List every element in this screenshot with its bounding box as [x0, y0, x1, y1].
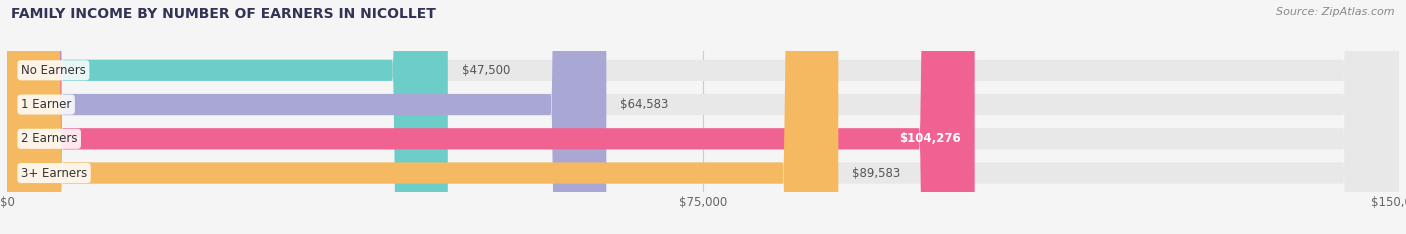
Text: 2 Earners: 2 Earners — [21, 132, 77, 145]
FancyBboxPatch shape — [7, 0, 838, 234]
Text: $89,583: $89,583 — [852, 167, 900, 179]
FancyBboxPatch shape — [7, 0, 447, 234]
FancyBboxPatch shape — [7, 0, 606, 234]
Text: 1 Earner: 1 Earner — [21, 98, 72, 111]
FancyBboxPatch shape — [7, 0, 1399, 234]
FancyBboxPatch shape — [7, 0, 1399, 234]
Text: No Earners: No Earners — [21, 64, 86, 77]
Text: FAMILY INCOME BY NUMBER OF EARNERS IN NICOLLET: FAMILY INCOME BY NUMBER OF EARNERS IN NI… — [11, 7, 436, 21]
Text: $47,500: $47,500 — [461, 64, 510, 77]
Text: $104,276: $104,276 — [898, 132, 960, 145]
Text: $64,583: $64,583 — [620, 98, 669, 111]
Text: 3+ Earners: 3+ Earners — [21, 167, 87, 179]
Text: Source: ZipAtlas.com: Source: ZipAtlas.com — [1277, 7, 1395, 17]
FancyBboxPatch shape — [7, 0, 1399, 234]
FancyBboxPatch shape — [7, 0, 1399, 234]
FancyBboxPatch shape — [7, 0, 974, 234]
